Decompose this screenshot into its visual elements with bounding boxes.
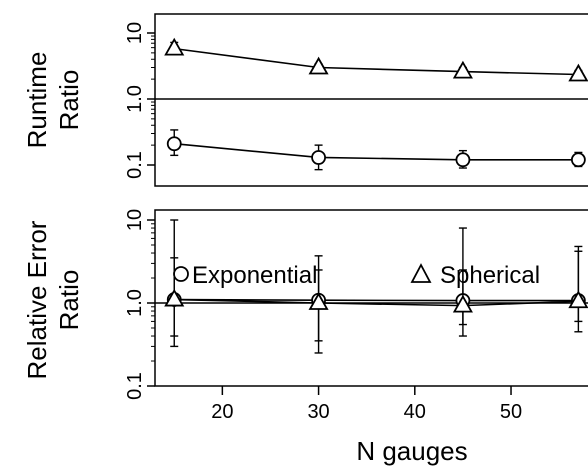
top-ylabel-line2: Ratio [54, 70, 84, 131]
panel-0-spherical-line [174, 47, 579, 76]
legend: Exponential Spherical [173, 262, 540, 289]
panel-0-spherical-point [308, 56, 329, 75]
legend-circle-marker [173, 266, 189, 282]
panel-0-exponential-point [166, 136, 182, 152]
bottom-ylabel: Relative Error Ratio [22, 220, 84, 379]
panel-0-exponential-point [570, 152, 586, 168]
panel-0-spherical-point [568, 63, 588, 82]
legend-label-spherical: Spherical [440, 262, 540, 289]
panel-1-spherical-point [452, 294, 473, 313]
panel-0-ytick-label-10: 10 [124, 22, 146, 44]
panel-1-ytick-label-1.0: 1.0 [124, 289, 146, 317]
panel-1-spherical-point [568, 290, 588, 309]
panel-1-spherical-line [174, 298, 579, 307]
panel-0-exponential-point [311, 150, 326, 165]
panel-0-frame [154, 13, 588, 187]
top-ylabel-line1: Runtime [22, 52, 52, 149]
panel-0-exponential-point [455, 152, 471, 168]
top-ylabel: Runtime Ratio [22, 52, 84, 149]
panel-0-spherical-point [452, 60, 473, 79]
legend-label-exponential: Exponential [192, 262, 317, 289]
panel-0-spherical-point [164, 37, 185, 56]
plot-layer: 0.1 1.0 10 0.1 1.0 10 20 30 40 50 [124, 13, 588, 423]
panel-1-spherical-point [164, 288, 185, 307]
xtick-label-30: 30 [307, 401, 329, 423]
bottom-ylabel-line1: Relative Error [22, 220, 52, 379]
xtick-label-50: 50 [500, 401, 522, 423]
panel-0-ytick-label-0.1: 0.1 [124, 151, 146, 179]
panel-0-exponential-line [174, 142, 579, 161]
panel-1-frame [154, 209, 588, 387]
x-axis-title: N gauges [356, 436, 467, 466]
xtick-label-20: 20 [211, 401, 233, 423]
panel-1-spherical-point [308, 292, 329, 310]
panel-1-exponential-line [174, 298, 579, 302]
panel-0-ytick-label-1.0: 1.0 [124, 85, 146, 113]
xtick-label-40: 40 [404, 401, 426, 423]
legend-triangle-marker [410, 263, 432, 283]
panel-1-ytick-label-10: 10 [124, 209, 146, 231]
panel-1-ytick-label-0.1: 0.1 [124, 372, 146, 400]
bottom-ylabel-line2: Ratio [54, 270, 84, 331]
